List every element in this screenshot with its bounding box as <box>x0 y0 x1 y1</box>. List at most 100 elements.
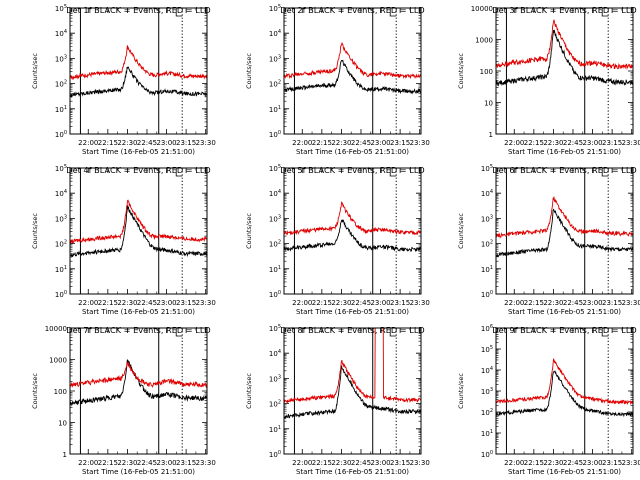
x-tick-label: 22:00 <box>504 139 524 147</box>
plot-frame <box>69 167 208 295</box>
x-tick-label: 23:30 <box>622 139 640 147</box>
x-axis-label: Start Time (16-Feb-05 21:51:00) <box>508 308 621 316</box>
x-tick-label: 23:00 <box>370 299 390 307</box>
x-tick-label: 22:00 <box>292 459 312 467</box>
panel-det-7: Det 7f BLACK = Events, RED = LLD Counts/s… <box>31 325 216 476</box>
x-axis-label: Start Time (16-Feb-05 21:51:00) <box>508 468 621 476</box>
y-tick-label: 101 <box>269 425 281 434</box>
panel-title: Det 9f BLACK = Events, RED = LLD <box>492 325 636 335</box>
x-tick-label: 22:45 <box>563 139 583 147</box>
series-line-events <box>496 29 633 87</box>
panel-title: Det 3f BLACK = Events, RED = LLD <box>492 5 636 15</box>
y-tick-label: 100 <box>480 68 493 76</box>
y-tick-label: 105 <box>55 4 67 13</box>
x-axis-label: Start Time (16-Feb-05 21:51:00) <box>508 148 621 156</box>
x-tick-label: 23:00 <box>582 299 602 307</box>
x-tick-label: 22:15 <box>98 139 118 147</box>
y-axis-label: Counts/sec <box>457 213 465 249</box>
x-tick-label: 23:00 <box>582 139 602 147</box>
x-tick-label: 22:00 <box>78 299 98 307</box>
x-tick-label: 22:15 <box>312 139 332 147</box>
panel-det-1: Det 1f BLACK = Events, RED = LLD Counts/s… <box>31 4 216 156</box>
y-tick-label: 105 <box>481 164 493 173</box>
y-tick-label: 101 <box>269 265 281 274</box>
x-tick-label: 22:45 <box>351 299 371 307</box>
y-tick-label: 100 <box>269 450 281 459</box>
y-tick-label: 101 <box>481 265 493 274</box>
y-tick-label: 103 <box>269 214 281 223</box>
series-line-events <box>284 219 421 253</box>
x-tick-label: 23:30 <box>196 459 216 467</box>
y-tick-label: 105 <box>55 164 67 173</box>
x-tick-label: 22:15 <box>312 459 332 467</box>
y-tick-label: 102 <box>55 240 67 249</box>
plot-frame <box>69 7 208 135</box>
x-tick-label: 23:15 <box>602 139 622 147</box>
x-axis-label: Start Time (16-Feb-05 21:51:00) <box>296 468 409 476</box>
x-tick-label: 22:30 <box>331 139 351 147</box>
x-axis-label: Start Time (16-Feb-05 21:51:00) <box>296 308 409 316</box>
y-tick-label: 102 <box>481 240 493 249</box>
y-tick-label: 103 <box>481 387 493 396</box>
panel-title: Det 1f BLACK = Events, RED = LLD <box>66 5 210 15</box>
x-tick-label: 22:30 <box>331 459 351 467</box>
y-tick-label: 101 <box>481 429 493 438</box>
panel-title: Det 8f BLACK = Events, RED = LLD <box>280 325 424 335</box>
series-line-lld <box>70 45 207 81</box>
x-tick-label: 23:15 <box>390 459 410 467</box>
x-tick-label: 23:15 <box>176 139 196 147</box>
y-tick-label: 103 <box>55 54 67 63</box>
x-tick-label: 23:30 <box>196 139 216 147</box>
x-tick-label: 23:30 <box>196 299 216 307</box>
y-tick-label: 103 <box>55 214 67 223</box>
panel-det-2: Det 2f BLACK = Events, RED = LLD Counts/s… <box>245 4 430 156</box>
panel-title: Det 2f BLACK = Events, RED = LLD <box>280 5 424 15</box>
x-tick-label: 22:30 <box>331 299 351 307</box>
y-tick-label: 104 <box>55 29 67 38</box>
x-tick-label: 22:15 <box>98 459 118 467</box>
y-tick-label: 101 <box>55 105 67 114</box>
panel-det-4: Det 4f BLACK = Events, RED = LLD Counts/s… <box>31 164 216 316</box>
x-tick-label: 23:15 <box>176 459 196 467</box>
y-tick-label: 105 <box>269 4 281 13</box>
y-tick-label: 1000 <box>49 357 67 365</box>
y-tick-label: 102 <box>269 80 281 89</box>
y-tick-label: 100 <box>481 290 493 299</box>
x-tick-label: 22:00 <box>292 299 312 307</box>
x-axis-label: Start Time (16-Feb-05 21:51:00) <box>82 308 195 316</box>
y-tick-label: 100 <box>269 130 281 139</box>
x-tick-label: 23:15 <box>390 299 410 307</box>
panel-title: Det 7f BLACK = Events, RED = LLD <box>66 325 210 335</box>
y-tick-label: 100 <box>55 130 67 139</box>
series-line-events <box>70 66 207 99</box>
series-line-lld <box>496 196 633 239</box>
y-tick-label: 103 <box>269 54 281 63</box>
series-line-lld <box>70 199 207 244</box>
y-tick-label: 10 <box>58 420 67 428</box>
panel-det-3: Det 3f BLACK = Events, RED = LLD Counts/s… <box>457 5 640 156</box>
x-tick-label: 23:00 <box>370 139 390 147</box>
y-tick-label: 105 <box>269 164 281 173</box>
series-line-events <box>284 59 421 95</box>
panel-det-6: Det 6f BLACK = Events, RED = LLD Counts/s… <box>457 164 640 316</box>
x-tick-label: 22:30 <box>543 139 563 147</box>
series-line-lld <box>284 201 421 236</box>
y-tick-label: 1 <box>63 451 67 459</box>
x-tick-label: 22:00 <box>78 459 98 467</box>
y-tick-label: 100 <box>481 450 493 459</box>
y-tick-label: 1 <box>489 131 493 139</box>
bracket-marker <box>601 10 609 17</box>
x-tick-label: 22:00 <box>504 459 524 467</box>
series-line-lld <box>284 42 421 79</box>
series-line-events <box>284 365 421 420</box>
series-line-lld <box>496 19 633 70</box>
panel-det-5: Det 5f BLACK = Events, RED = LLD Counts/s… <box>245 164 430 316</box>
y-tick-label: 102 <box>481 408 493 417</box>
y-tick-label: 102 <box>269 240 281 249</box>
y-tick-label: 103 <box>269 374 281 383</box>
plot-frame <box>69 327 208 455</box>
x-tick-label: 23:15 <box>602 459 622 467</box>
y-tick-label: 104 <box>55 189 67 198</box>
bracket-marker <box>601 330 609 337</box>
